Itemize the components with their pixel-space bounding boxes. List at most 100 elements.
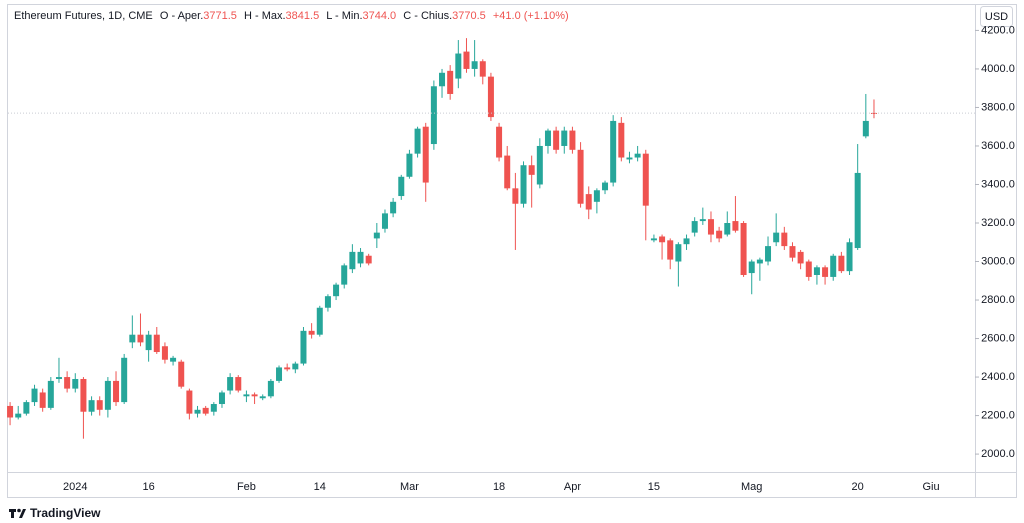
- candle-body: [667, 240, 674, 260]
- candle-body: [577, 149, 584, 204]
- candle-body: [756, 259, 763, 264]
- candle-body: [439, 72, 446, 87]
- low-label: L - Min.: [326, 10, 362, 22]
- y-tick-label: 3600.0: [981, 140, 1015, 152]
- candle-body: [707, 219, 714, 235]
- candle-body: [292, 363, 299, 370]
- candle-body: [765, 246, 772, 262]
- close-label: C - Chius.: [403, 10, 452, 22]
- candle-body: [447, 70, 454, 94]
- x-tick-label: 20: [852, 481, 864, 493]
- candle-body: [561, 130, 568, 146]
- y-tick-label: 2400.0: [981, 371, 1015, 383]
- candle-body: [414, 128, 421, 154]
- candle-body: [626, 157, 633, 160]
- candle-body: [88, 400, 95, 412]
- candle-body: [520, 165, 527, 204]
- candle-body: [789, 246, 796, 258]
- candle-body: [129, 334, 136, 343]
- candle-body: [602, 182, 609, 191]
- candle-body: [178, 361, 185, 387]
- candle-body: [870, 112, 877, 114]
- candle-body: [691, 221, 698, 233]
- candle-body: [235, 377, 242, 391]
- symbol-title: Ethereum Futures, 1D, CME: [14, 10, 153, 22]
- candle-body: [55, 377, 62, 379]
- candle-body: [243, 394, 250, 397]
- candle-body: [276, 367, 283, 381]
- candle-body: [797, 251, 804, 264]
- candle-body: [96, 400, 103, 410]
- y-tick-label: 4200.0: [981, 24, 1015, 36]
- candle-body: [544, 130, 551, 146]
- candle-body: [642, 153, 649, 206]
- candle-body: [650, 238, 657, 241]
- candle-body: [716, 230, 723, 239]
- open-value: 3771.5: [203, 10, 237, 22]
- candle-body: [186, 390, 193, 414]
- candle-body: [333, 284, 340, 297]
- candle-body: [781, 232, 788, 247]
- candle-body: [683, 238, 690, 245]
- candle-body: [479, 61, 486, 77]
- candle-body: [553, 130, 560, 150]
- candle-body: [504, 155, 511, 189]
- candle-body: [104, 380, 111, 410]
- candle-body: [80, 378, 87, 412]
- y-tick-label: 2800.0: [981, 294, 1015, 306]
- y-tick-label: 3000.0: [981, 255, 1015, 267]
- y-tick-label: 3200.0: [981, 217, 1015, 229]
- candle-body: [724, 222, 731, 235]
- change-value: +41.0 (+1.10%): [493, 10, 569, 22]
- candle-body: [324, 296, 331, 308]
- candle-body: [259, 396, 266, 399]
- candle-body: [31, 388, 38, 403]
- y-tick-label: 3400.0: [981, 178, 1015, 190]
- low-value: 3744.0: [363, 10, 397, 22]
- candle-body: [862, 120, 869, 137]
- candle-body: [137, 334, 144, 343]
- y-tick-label: 3800.0: [981, 101, 1015, 113]
- candle-body: [390, 201, 397, 214]
- candle-body: [748, 261, 755, 274]
- ohlc-header: Ethereum Futures, 1D, CME O - Aper.3771.…: [14, 10, 569, 22]
- x-tick-label: 2024: [63, 481, 87, 493]
- candle-body: [528, 165, 535, 175]
- candle-body: [773, 232, 780, 243]
- candle-body: [218, 392, 225, 405]
- candle-body: [357, 251, 364, 264]
- candle-body: [121, 357, 128, 403]
- candle-body: [699, 219, 706, 222]
- currency-button[interactable]: [980, 6, 1013, 27]
- x-tick-label: Apr: [564, 481, 581, 493]
- x-tick-label: 18: [493, 481, 505, 493]
- high-value: 3841.5: [286, 10, 320, 22]
- logo-mark: [19, 509, 26, 518]
- y-tick-label: 2000.0: [981, 448, 1015, 460]
- high-label: H - Max.: [244, 10, 286, 22]
- open-label: O - Aper.: [160, 10, 203, 22]
- candle-body: [227, 377, 234, 391]
- candle-body: [39, 392, 46, 408]
- candle-body: [569, 130, 576, 150]
- candle-body: [381, 213, 388, 229]
- candle-body: [805, 261, 812, 277]
- y-tick-label: 2600.0: [981, 332, 1015, 344]
- logo-mark: [11, 509, 14, 518]
- currency-label[interactable]: USD: [985, 11, 1008, 23]
- candle-body: [854, 172, 861, 249]
- x-tick-label: 14: [314, 481, 326, 493]
- y-tick-label: 4000.0: [981, 63, 1015, 75]
- candle-body: [284, 367, 291, 370]
- candle-body: [430, 86, 437, 145]
- candle-body: [813, 267, 820, 275]
- candle-body: [64, 377, 71, 389]
- brand-logo: [9, 508, 26, 518]
- candle-body: [846, 242, 853, 272]
- candle-body: [585, 194, 592, 210]
- plot-area: [7, 38, 975, 439]
- candle-body: [316, 307, 323, 335]
- candle-body: [593, 190, 600, 202]
